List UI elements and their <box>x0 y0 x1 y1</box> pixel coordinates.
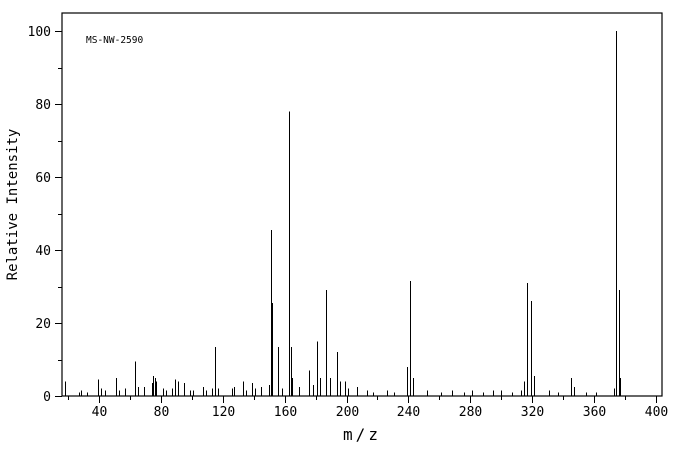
y-tick-label: 80 <box>35 98 51 113</box>
x-tick-label: 200 <box>336 405 359 420</box>
y-axis-tick-labels: 0 20 40 60 80 100 <box>28 25 51 405</box>
axis-ticks <box>55 31 657 403</box>
y-axis-label: Relative Intensity <box>5 129 21 281</box>
x-tick-label: 160 <box>274 405 297 420</box>
y-tick-label: 60 <box>35 171 51 186</box>
x-axis-label: m/z <box>343 425 381 444</box>
spectrum-id-label: MS-NW-2590 <box>86 35 143 46</box>
x-tick-label: 240 <box>397 405 420 420</box>
x-axis-tick-labels: 40 80 120 160 200 240 280 320 360 400 <box>92 405 669 420</box>
x-tick-label: 120 <box>212 405 235 420</box>
y-tick-label: 40 <box>35 244 51 259</box>
x-tick-label: 360 <box>583 405 606 420</box>
x-tick-label: 80 <box>154 405 170 420</box>
y-tick-label: 0 <box>43 390 51 405</box>
x-tick-label: 280 <box>459 405 482 420</box>
plot-frame <box>61 12 663 397</box>
spectrum-peaks <box>65 31 621 396</box>
x-tick-label: 40 <box>92 405 108 420</box>
y-tick-label: 100 <box>28 25 51 40</box>
x-tick-label: 400 <box>645 405 668 420</box>
y-tick-label: 20 <box>35 317 51 332</box>
x-tick-label: 320 <box>521 405 544 420</box>
